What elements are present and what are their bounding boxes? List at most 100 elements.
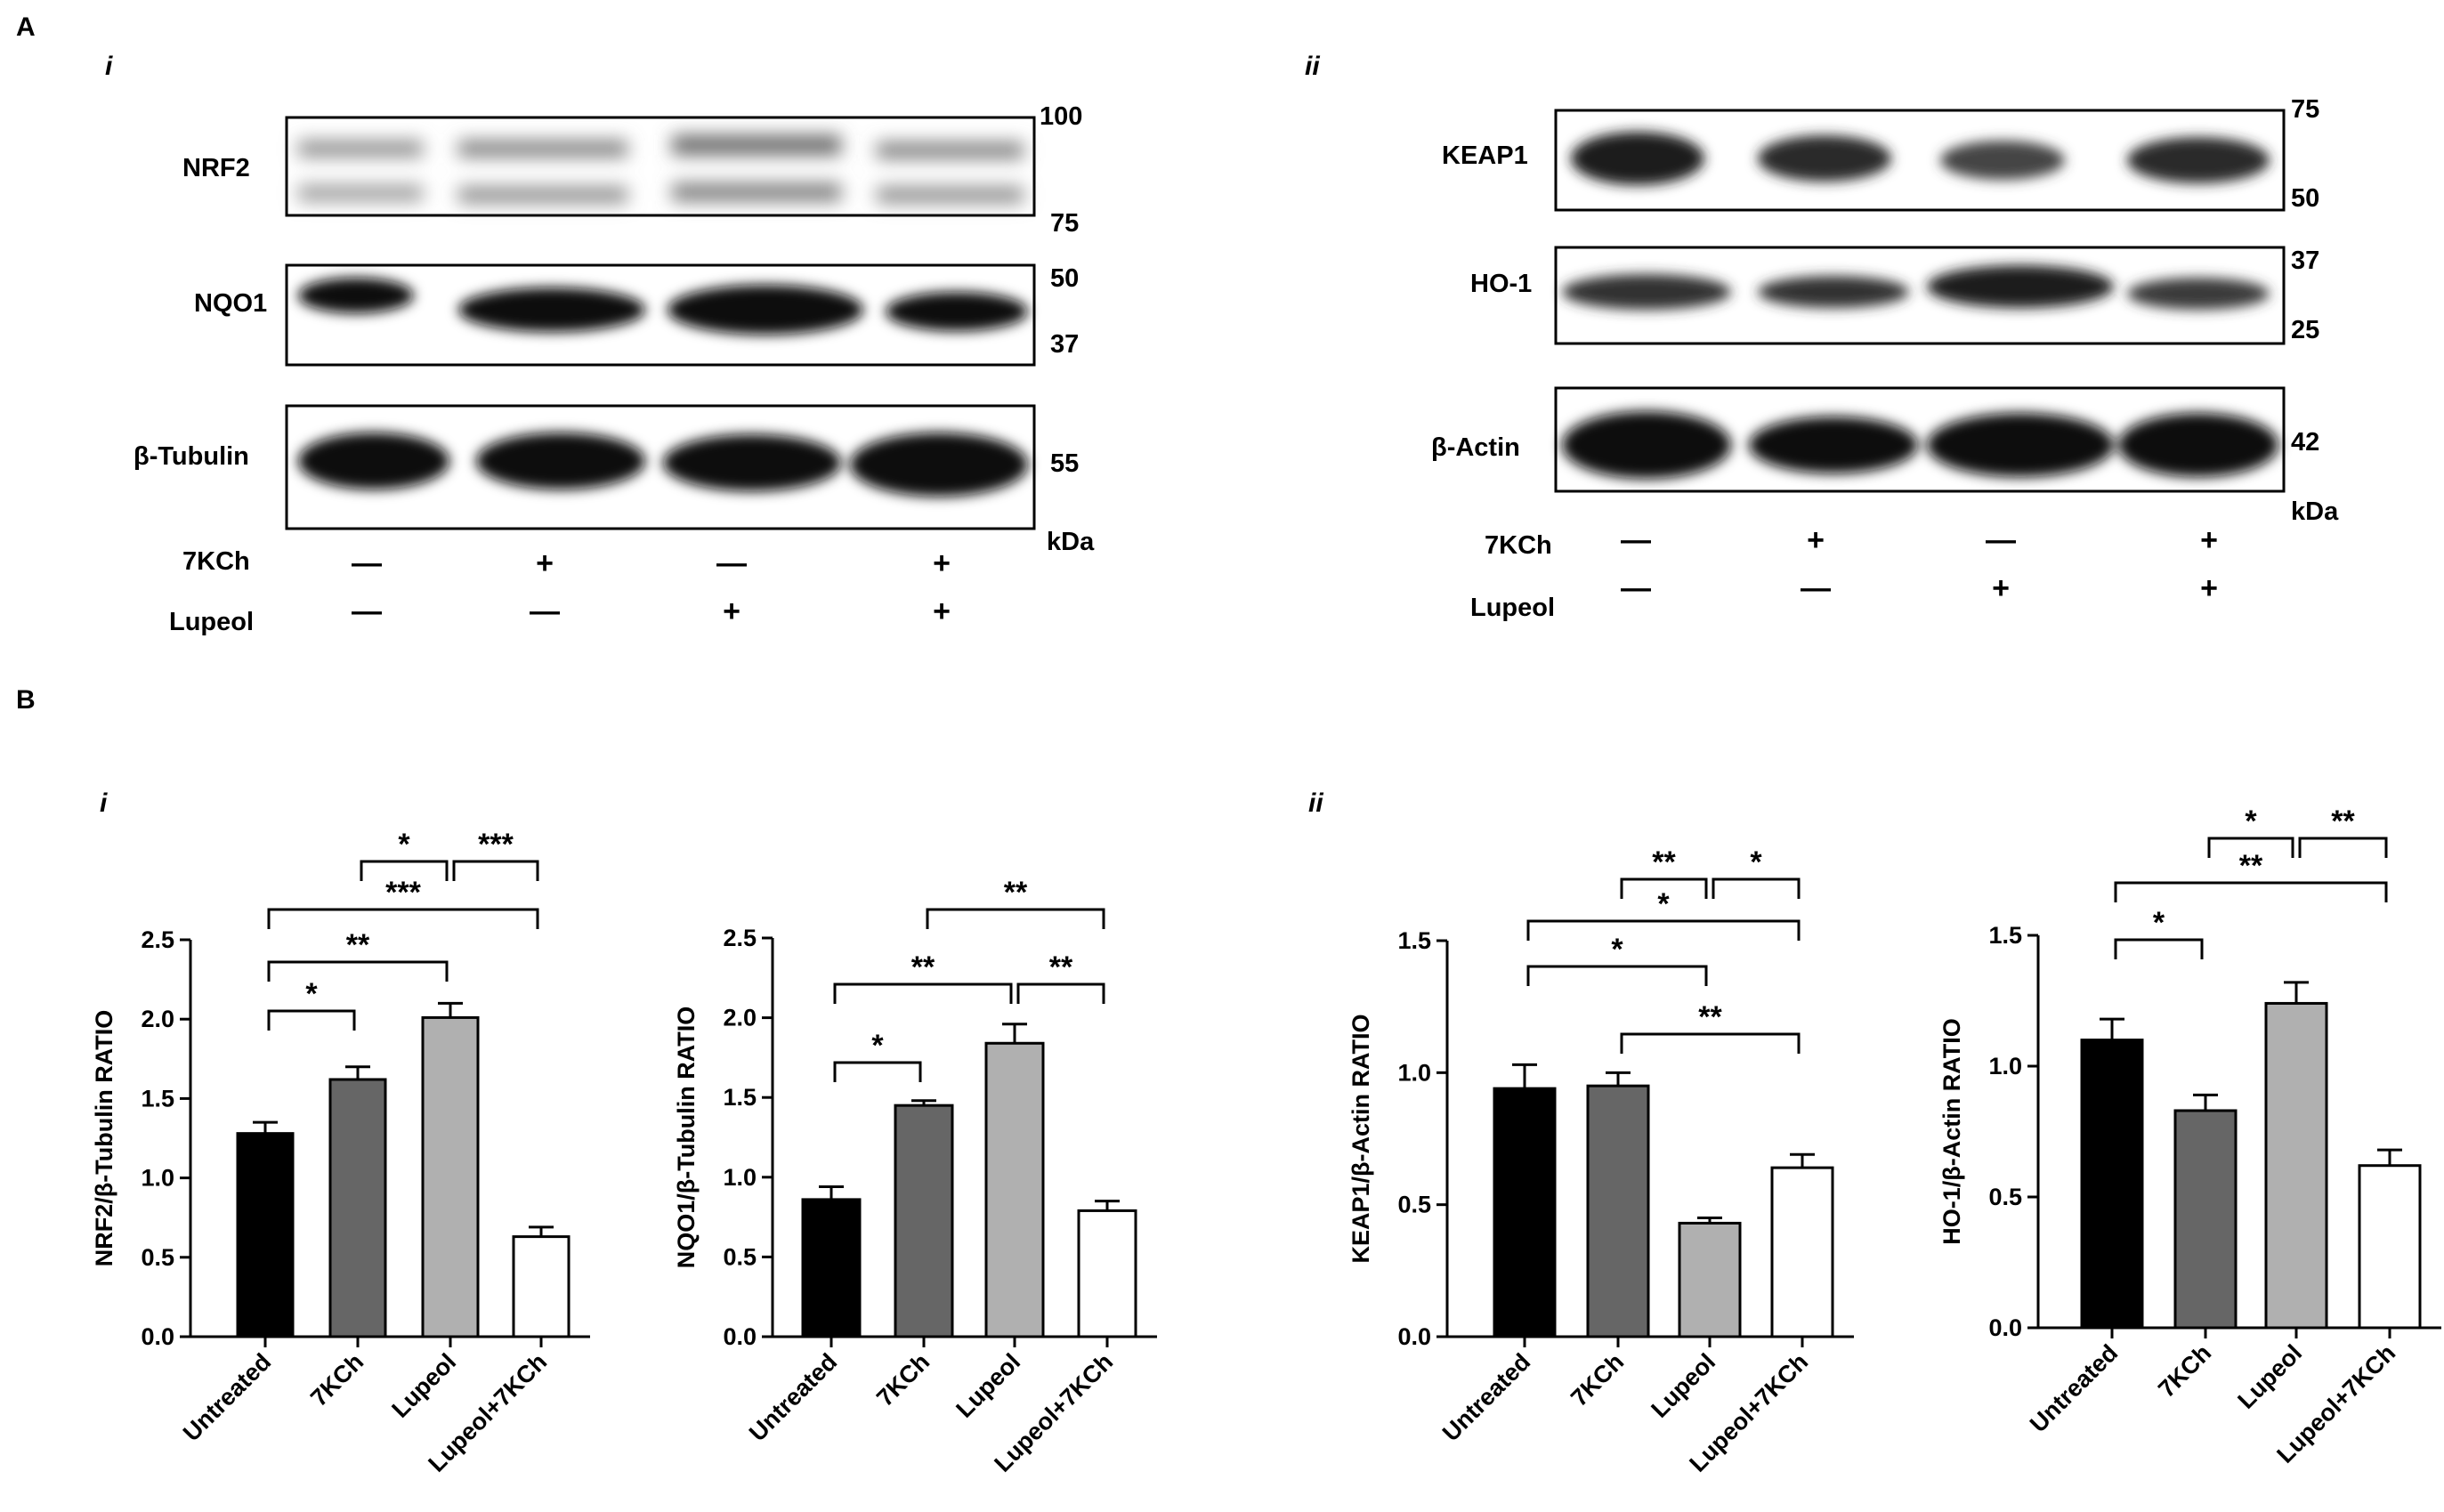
y-tick-label-1-3: 1.5 [723, 1084, 757, 1111]
panel-label-a: A [16, 12, 36, 42]
blot-left: NRF2 100 75 NQO1 50 37 β-Tubulin 55 kDa … [134, 102, 1095, 636]
category-label-2-0: Untreated [1437, 1348, 1535, 1446]
mw-nqo1-high: 50 [1050, 264, 1079, 293]
category-label-2-1: 7KCh [1566, 1348, 1629, 1411]
mw-actin: 42 [2291, 428, 2319, 457]
significance-bracket-0-3 [360, 860, 449, 881]
significance-label-2-4: * [1750, 845, 1762, 879]
category-label-0-1: 7KCh [305, 1348, 368, 1411]
significance-label-2-2: * [1657, 887, 1670, 921]
blot-right: KEAP1 75 50 HO-1 37 25 β-Actin 42 kDa 7K… [1431, 95, 2339, 622]
category-label-0-2: Lupeol [386, 1348, 461, 1423]
y-tick-label-0-3: 1.5 [141, 1085, 174, 1112]
category-label-1-2: Lupeol [951, 1348, 1025, 1423]
significance-bracket-3-2 [2207, 837, 2294, 858]
bar-1-2 [984, 1041, 1045, 1338]
category-label-0-0: Untreated [178, 1348, 276, 1446]
band-keap1 [1571, 132, 2270, 185]
band-nqo1 [298, 278, 1028, 335]
significance-bracket-2-3 [1620, 877, 1708, 899]
treatment-label-lupeol-right: Lupeol [1470, 594, 1555, 622]
y-tick-label-2-0: 0.0 [1397, 1323, 1431, 1350]
significance-label-1-1: ** [911, 950, 935, 984]
significance-bracket-0-4 [452, 860, 539, 881]
y-tick-label-0-4: 2.0 [141, 1006, 174, 1032]
mw-unit-right: kDa [2291, 497, 2339, 526]
y-tick-label-2-2: 1.0 [1397, 1059, 1431, 1086]
treatment-sign-left-0-3: + [933, 546, 951, 580]
treatment-sign-right-1-1: — [1801, 571, 1831, 605]
blot-label-keap1: KEAP1 [1442, 141, 1528, 170]
mw-nqo1-low: 37 [1050, 330, 1079, 359]
bar-2-0 [1493, 1087, 1557, 1338]
category-label-2-2: Lupeol [1646, 1348, 1720, 1423]
bar-1-3 [1077, 1209, 1137, 1338]
significance-label-3-2: * [2245, 805, 2257, 838]
treatment-sign-right-1-2: + [1992, 571, 2010, 605]
significance-bracket-3-0 [2114, 938, 2204, 959]
y-tick-label-0-1: 0.5 [141, 1244, 174, 1271]
chart-keap1-ratio: 0.0 0.5 1.0 1.5 KEAP1/β-Actin RATIO Untreated… [1347, 845, 1854, 1477]
significance-label-0-4: *** [478, 828, 514, 861]
y-tick-label-0-5: 2.5 [141, 926, 174, 953]
treatment-sign-right-0-1: + [1807, 523, 1825, 557]
bar-1-1 [894, 1104, 954, 1338]
y-tick-label-0-0: 0.0 [141, 1323, 174, 1350]
blot-label-nqo1: NQO1 [194, 289, 267, 318]
category-label-3-1: 7KCh [2153, 1339, 2216, 1403]
bar-2-3 [1770, 1166, 1834, 1338]
significance-bracket-2-1 [1526, 965, 1708, 986]
treatment-label-7kch-right: 7KCh [1485, 531, 1552, 560]
mw-nrf2-high: 100 [1040, 102, 1082, 131]
treatment-sign-left-0-1: + [536, 546, 554, 580]
bar-0-3 [512, 1235, 571, 1338]
mw-keap1-low: 50 [2291, 184, 2319, 213]
bar-0-0 [236, 1132, 295, 1338]
category-label-1-1: 7KCh [871, 1348, 935, 1411]
y-tick-label-3-2: 1.0 [1988, 1053, 2022, 1079]
treatment-signs-left: — + — + — — + + [352, 546, 951, 628]
significance-label-1-3: ** [1004, 876, 1028, 910]
significance-label-0-2: *** [385, 876, 421, 910]
significance-label-3-1: ** [2239, 849, 2263, 883]
significance-bracket-0-2 [267, 908, 539, 929]
category-label-3-2: Lupeol [2232, 1339, 2307, 1414]
significance-bracket-3-3 [2298, 837, 2388, 858]
bar-0-2 [421, 1015, 480, 1338]
blot-label-actin: β-Actin [1431, 433, 1520, 462]
significance-bracket-1-3 [926, 908, 1105, 929]
treatment-sign-left-0-0: — [352, 546, 382, 580]
y-tick-label-1-5: 2.5 [723, 925, 757, 951]
mw-unit-left: kDa [1047, 528, 1095, 556]
chart-ho1-ratio: 0.0 0.5 1.0 1.5 HO-1/β-Actin RATIO Untreated 7… [1938, 805, 2441, 1468]
significance-bracket-2-0 [1620, 1032, 1801, 1054]
significance-bracket-0-0 [267, 1009, 356, 1031]
significance-label-3-0: * [2153, 906, 2165, 940]
significance-bracket-2-2 [1526, 919, 1801, 941]
category-label-1-0: Untreated [744, 1348, 842, 1446]
treatment-sign-left-1-0: — [352, 594, 382, 628]
band-ho1 [1562, 265, 2270, 310]
band-nrf2 [298, 135, 1024, 203]
chart-nqo1-ratio: 0.0 0.5 1.0 1.5 2.0 2.5 NQO1/β-Tubulin RATIO Un… [673, 876, 1157, 1477]
significance-bracket-0-1 [267, 960, 449, 982]
treatment-sign-right-0-3: + [2200, 523, 2218, 557]
significance-label-3-3: ** [2331, 805, 2355, 838]
chart-nrf2-ratio: 0.0 0.5 1.0 1.5 2.0 2.5 NRF2/β-Tubulin RATIO Un… [91, 828, 590, 1477]
significance-label-0-1: ** [346, 928, 370, 962]
significance-bracket-1-2 [1016, 982, 1105, 1004]
treatment-label-7kch-left: 7KCh [182, 547, 250, 576]
mw-keap1-high: 75 [2291, 95, 2319, 124]
bar-1-0 [801, 1198, 862, 1338]
y-tick-label-2-3: 1.5 [1397, 927, 1431, 954]
treatment-sign-left-1-3: + [933, 594, 951, 628]
band-actin [1562, 411, 2278, 479]
y-axis-label-2: KEAP1/β-Actin RATIO [1347, 1015, 1374, 1264]
y-tick-label-1-2: 1.0 [723, 1164, 757, 1191]
significance-label-2-1: * [1611, 933, 1623, 966]
bar-3-1 [2173, 1109, 2238, 1330]
bar-2-2 [1678, 1221, 1742, 1338]
y-tick-label-3-3: 1.5 [1988, 922, 2022, 949]
bar-0-1 [328, 1078, 387, 1338]
